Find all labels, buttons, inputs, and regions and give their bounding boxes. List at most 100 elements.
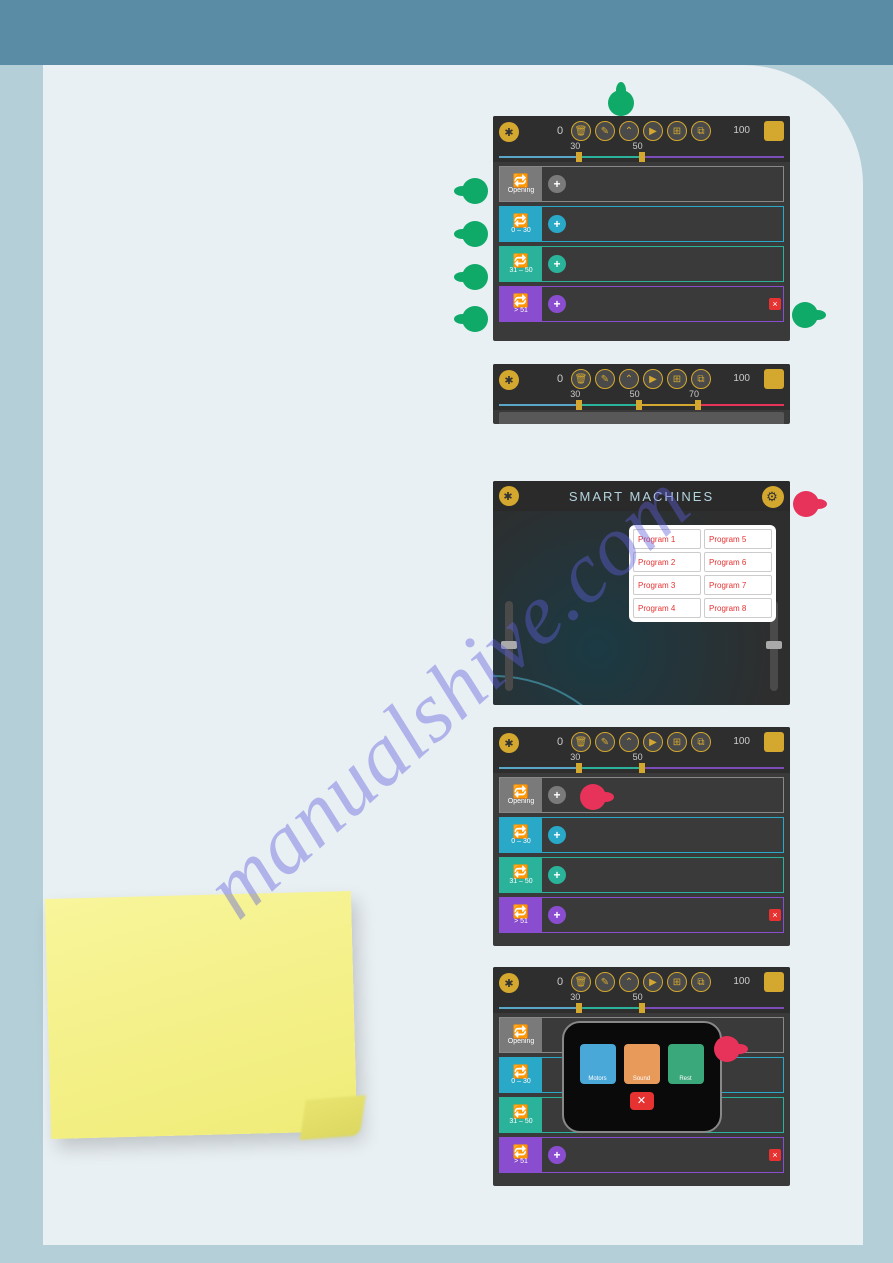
row-opening-tab[interactable]: 🔁Opening bbox=[500, 1018, 542, 1052]
row-31-50-tab[interactable]: 🔁31 – 50 bbox=[500, 858, 542, 892]
copy-icon[interactable]: ⧉ bbox=[691, 369, 711, 389]
sound-option[interactable]: Sound bbox=[624, 1044, 660, 1084]
row-0-30-tab[interactable]: 🔁0 – 30 bbox=[500, 207, 542, 241]
save-icon[interactable]: ✎ bbox=[595, 121, 615, 141]
play-icon[interactable]: ▶ bbox=[643, 732, 663, 752]
toolbar-buttons: 🗑 ✎ ⌃ ▶ ⊞ ⧉ bbox=[571, 121, 711, 141]
row-31-50-tab[interactable]: 🔁31 – 50 bbox=[500, 1098, 542, 1132]
row-51-delete-button[interactable]: × bbox=[769, 298, 781, 310]
row-31-50-label: 31 – 50 bbox=[509, 1118, 532, 1125]
ruler2-label-50: 50 bbox=[630, 389, 640, 399]
row-51-tab[interactable]: 🔁> 51 bbox=[500, 898, 542, 932]
grid-icon[interactable]: ⊞ bbox=[667, 121, 687, 141]
rest-option[interactable]: Rest bbox=[668, 1044, 704, 1084]
row-51-delete-button[interactable]: × bbox=[769, 909, 781, 921]
ruler-100-label: 100 bbox=[733, 736, 750, 747]
exit-icon[interactable] bbox=[764, 369, 784, 389]
copy-icon[interactable]: ⧉ bbox=[691, 972, 711, 992]
row-0-30-add-button[interactable]: + bbox=[548, 826, 566, 844]
trash-icon[interactable]: 🗑 bbox=[571, 121, 591, 141]
up-icon[interactable]: ⌃ bbox=[619, 369, 639, 389]
row-31-50-tab[interactable]: 🔁31 – 50 bbox=[500, 247, 542, 281]
row-opening-add-button[interactable]: + bbox=[548, 175, 566, 193]
trash-icon[interactable]: 🗑 bbox=[571, 369, 591, 389]
row-opening-add-button[interactable]: + bbox=[548, 786, 566, 804]
play-icon[interactable]: ▶ bbox=[643, 369, 663, 389]
exit-icon[interactable] bbox=[764, 972, 784, 992]
bluetooth-icon[interactable]: ✱ bbox=[499, 370, 519, 390]
row-0-30-tab[interactable]: 🔁0 – 30 bbox=[500, 1058, 542, 1092]
ruler2-label-30: 30 bbox=[570, 389, 580, 399]
ruler-3: 30 50 bbox=[493, 763, 790, 773]
screenshot-editor-3: ✱ 0 🗑 ✎ ⌃ ▶ ⊞ ⧉ 100 30 50 🔁Opening + 🔁0 … bbox=[493, 727, 790, 946]
callout-pin-right bbox=[792, 302, 826, 328]
save-icon[interactable]: ✎ bbox=[595, 972, 615, 992]
exit-icon[interactable] bbox=[764, 732, 784, 752]
ruler4-label-30: 30 bbox=[570, 992, 580, 1002]
ruler-zero-label: 0 bbox=[557, 976, 563, 988]
save-icon[interactable]: ✎ bbox=[595, 732, 615, 752]
row-51-add-button[interactable]: + bbox=[548, 295, 566, 313]
left-slider[interactable] bbox=[505, 601, 513, 691]
row-0-30-label: 0 – 30 bbox=[511, 1078, 530, 1085]
program-6-button[interactable]: Program 6 bbox=[704, 552, 772, 572]
grid-icon[interactable]: ⊞ bbox=[667, 369, 687, 389]
ruler-zero-label: 0 bbox=[557, 125, 563, 137]
trash-icon[interactable]: 🗑 bbox=[571, 732, 591, 752]
program-7-button[interactable]: Program 7 bbox=[704, 575, 772, 595]
ruler3-label-50: 50 bbox=[633, 752, 643, 762]
up-icon[interactable]: ⌃ bbox=[619, 121, 639, 141]
row-opening-label: Opening bbox=[508, 798, 534, 805]
row-51-add-button[interactable]: + bbox=[548, 906, 566, 924]
row-31-50-add-button[interactable]: + bbox=[548, 255, 566, 273]
row-0-30-add-button[interactable]: + bbox=[548, 215, 566, 233]
settings-gear-icon[interactable]: ⚙ bbox=[762, 486, 784, 508]
program-8-button[interactable]: Program 8 bbox=[704, 598, 772, 618]
program-4-button[interactable]: Program 4 bbox=[633, 598, 701, 618]
grid-icon[interactable]: ⊞ bbox=[667, 972, 687, 992]
row-51-add-button[interactable]: + bbox=[548, 1146, 566, 1164]
screenshot-editor-4: ✱ 0 🗑 ✎ ⌃ ▶ ⊞ ⧉ 100 30 50 🔁Opening 🔁0 – … bbox=[493, 967, 790, 1186]
bluetooth-icon[interactable]: ✱ bbox=[499, 733, 519, 753]
row-51-4: 🔁> 51 + × bbox=[499, 1137, 784, 1173]
row-31-50-add-button[interactable]: + bbox=[548, 866, 566, 884]
row-51-tab[interactable]: 🔁> 51 bbox=[500, 1138, 542, 1172]
modal-options: Motors Sound Rest bbox=[580, 1044, 704, 1084]
row-opening-tab[interactable]: 🔁Opening bbox=[500, 167, 542, 201]
trash-icon[interactable]: 🗑 bbox=[571, 972, 591, 992]
save-icon[interactable]: ✎ bbox=[595, 369, 615, 389]
modal-close-button[interactable]: ✕ bbox=[630, 1092, 654, 1110]
row-51: 🔁> 51 + × bbox=[499, 286, 784, 322]
row-51-delete-button[interactable]: × bbox=[769, 1149, 781, 1161]
up-icon[interactable]: ⌃ bbox=[619, 732, 639, 752]
row-51-tab[interactable]: 🔁> 51 bbox=[500, 287, 542, 321]
screenshot-editor-1: ✱ 0 🗑 ✎ ⌃ ▶ ⊞ ⧉ 100 30 50 🔁Opening + 🔁0 … bbox=[493, 116, 790, 341]
up-icon[interactable]: ⌃ bbox=[619, 972, 639, 992]
program-2-button[interactable]: Program 2 bbox=[633, 552, 701, 572]
bluetooth-icon[interactable]: ✱ bbox=[499, 973, 519, 993]
row-0-30-tab[interactable]: 🔁0 – 30 bbox=[500, 818, 542, 852]
program-3-button[interactable]: Program 3 bbox=[633, 575, 701, 595]
program-5-button[interactable]: Program 5 bbox=[704, 529, 772, 549]
exit-icon[interactable] bbox=[764, 121, 784, 141]
motors-option[interactable]: Motors bbox=[580, 1044, 616, 1084]
ruler-label-50: 50 bbox=[633, 141, 643, 151]
callout-pin-top bbox=[608, 82, 634, 116]
copy-icon[interactable]: ⧉ bbox=[691, 121, 711, 141]
row-31-50-3: 🔁31 – 50 + bbox=[499, 857, 784, 893]
program-1-button[interactable]: Program 1 bbox=[633, 529, 701, 549]
grid-icon[interactable]: ⊞ bbox=[667, 732, 687, 752]
row-0-30-3: 🔁0 – 30 + bbox=[499, 817, 784, 853]
play-icon[interactable]: ▶ bbox=[643, 121, 663, 141]
bluetooth-icon[interactable]: ✱ bbox=[499, 122, 519, 142]
bluetooth-icon[interactable]: ✱ bbox=[499, 486, 519, 506]
play-icon[interactable]: ▶ bbox=[643, 972, 663, 992]
program-list: Program 1 Program 5 Program 2 Program 6 … bbox=[629, 525, 776, 622]
row-31-50-label: 31 – 50 bbox=[509, 267, 532, 274]
editor-toolbar-2: ✱ 0 🗑 ✎ ⌃ ▶ ⊞ ⧉ 100 bbox=[493, 364, 790, 400]
callout-pin-gear bbox=[793, 491, 827, 517]
callout-pin-row3 bbox=[454, 264, 488, 290]
row-opening-tab[interactable]: 🔁Opening bbox=[500, 778, 542, 812]
copy-icon[interactable]: ⧉ bbox=[691, 732, 711, 752]
row-31-50-label: 31 – 50 bbox=[509, 878, 532, 885]
